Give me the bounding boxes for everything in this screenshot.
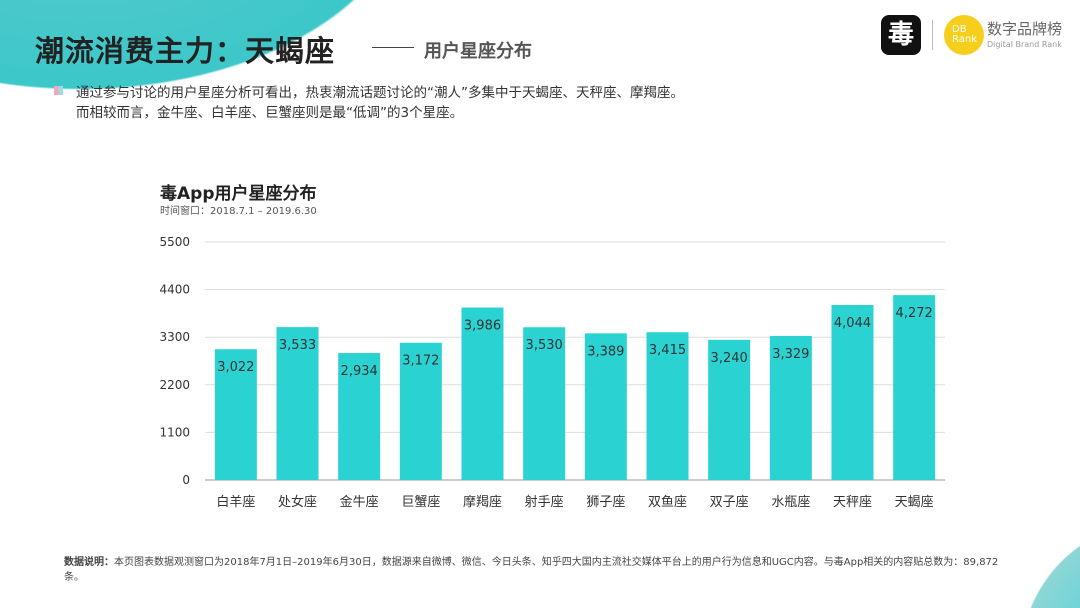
data-label: 3,329 [772,347,809,362]
logo-divider [932,20,933,50]
app-logo: 毒 [881,15,921,55]
bar [214,349,257,480]
bar [893,295,936,480]
data-note: 数据说明：本页图表数据观测窗口为2018年7月1日–2019年6月30日，数据源… [64,555,1014,585]
bar [276,327,319,480]
y-tick-label: 4400 [159,283,190,297]
intro-line-1: 通过参与讨论的用户星座分析可看出，热衷潮流话题讨论的“潮人”多集中于天蝎座、天秤… [76,85,684,101]
x-tick-label: 双鱼座 [648,494,687,510]
bar [708,339,751,480]
data-label: 3,533 [279,338,316,353]
y-tick-label: 0 [182,473,190,487]
bullet-icon [54,86,63,95]
y-tick-label: 5500 [159,235,190,249]
data-label: 3,022 [217,360,254,375]
bar [338,353,381,480]
x-tick-label: 射手座 [525,494,564,510]
data-label: 4,272 [896,306,933,321]
title-divider [372,47,414,48]
chart-subtitle: 时间窗口：2018.7.1 – 2019.6.30 [160,206,317,217]
page-subtitle: 用户星座分布 [424,41,532,62]
x-tick-label: 水瓶座 [771,495,810,510]
chart-title: 毒App用户星座分布 [160,184,317,204]
intro-line-2: 而相较而言，金牛座、白羊座、巨蟹座则是最“低调”的3个星座。 [76,105,464,121]
x-tick-label: 狮子座 [586,495,625,510]
bar [461,307,504,480]
data-note-label: 数据说明： [64,557,114,568]
x-tick-label: 金牛座 [340,494,379,510]
brand-name-cn: 数字品牌榜 [987,20,1063,38]
y-tick-label: 1100 [159,425,190,439]
page-title: 潮流消费主力：天蝎座 [35,34,336,68]
data-note-text: 本页图表数据观测窗口为2018年7月1日–2019年6月30日，数据源来自微博、… [64,557,999,583]
x-tick-label: 白羊座 [216,494,255,510]
data-label: 2,934 [341,364,378,379]
bar [523,327,566,480]
bar [831,305,874,480]
x-tick-label: 摩羯座 [463,494,502,510]
bar [399,342,442,480]
bar-chart: 0 1100 2200 3300 4400 5500 3,022 白羊座 3,533 处女座 2,9… [159,235,945,510]
brand-name-en: Digital Brand Rank [987,40,1062,49]
bar [584,333,627,480]
bar [769,335,812,480]
x-tick-label: 巨蟹座 [401,495,440,510]
data-label: 3,240 [711,351,748,366]
data-label: 4,044 [834,316,871,331]
dbrank-logo: DB Rank [944,15,984,55]
data-label: 3,389 [587,344,624,359]
data-label: 3,986 [464,319,501,334]
data-label: 3,172 [402,354,439,369]
data-label: 3,530 [526,338,563,353]
x-tick-label: 天蝎座 [895,495,934,510]
y-tick-label: 3300 [159,330,190,344]
x-tick-label: 双子座 [710,495,749,510]
bar [646,332,689,480]
x-tick-label: 天秤座 [833,495,872,510]
x-tick-label: 处女座 [278,494,317,510]
data-label: 3,415 [649,343,686,358]
y-tick-label: 2200 [159,378,190,392]
